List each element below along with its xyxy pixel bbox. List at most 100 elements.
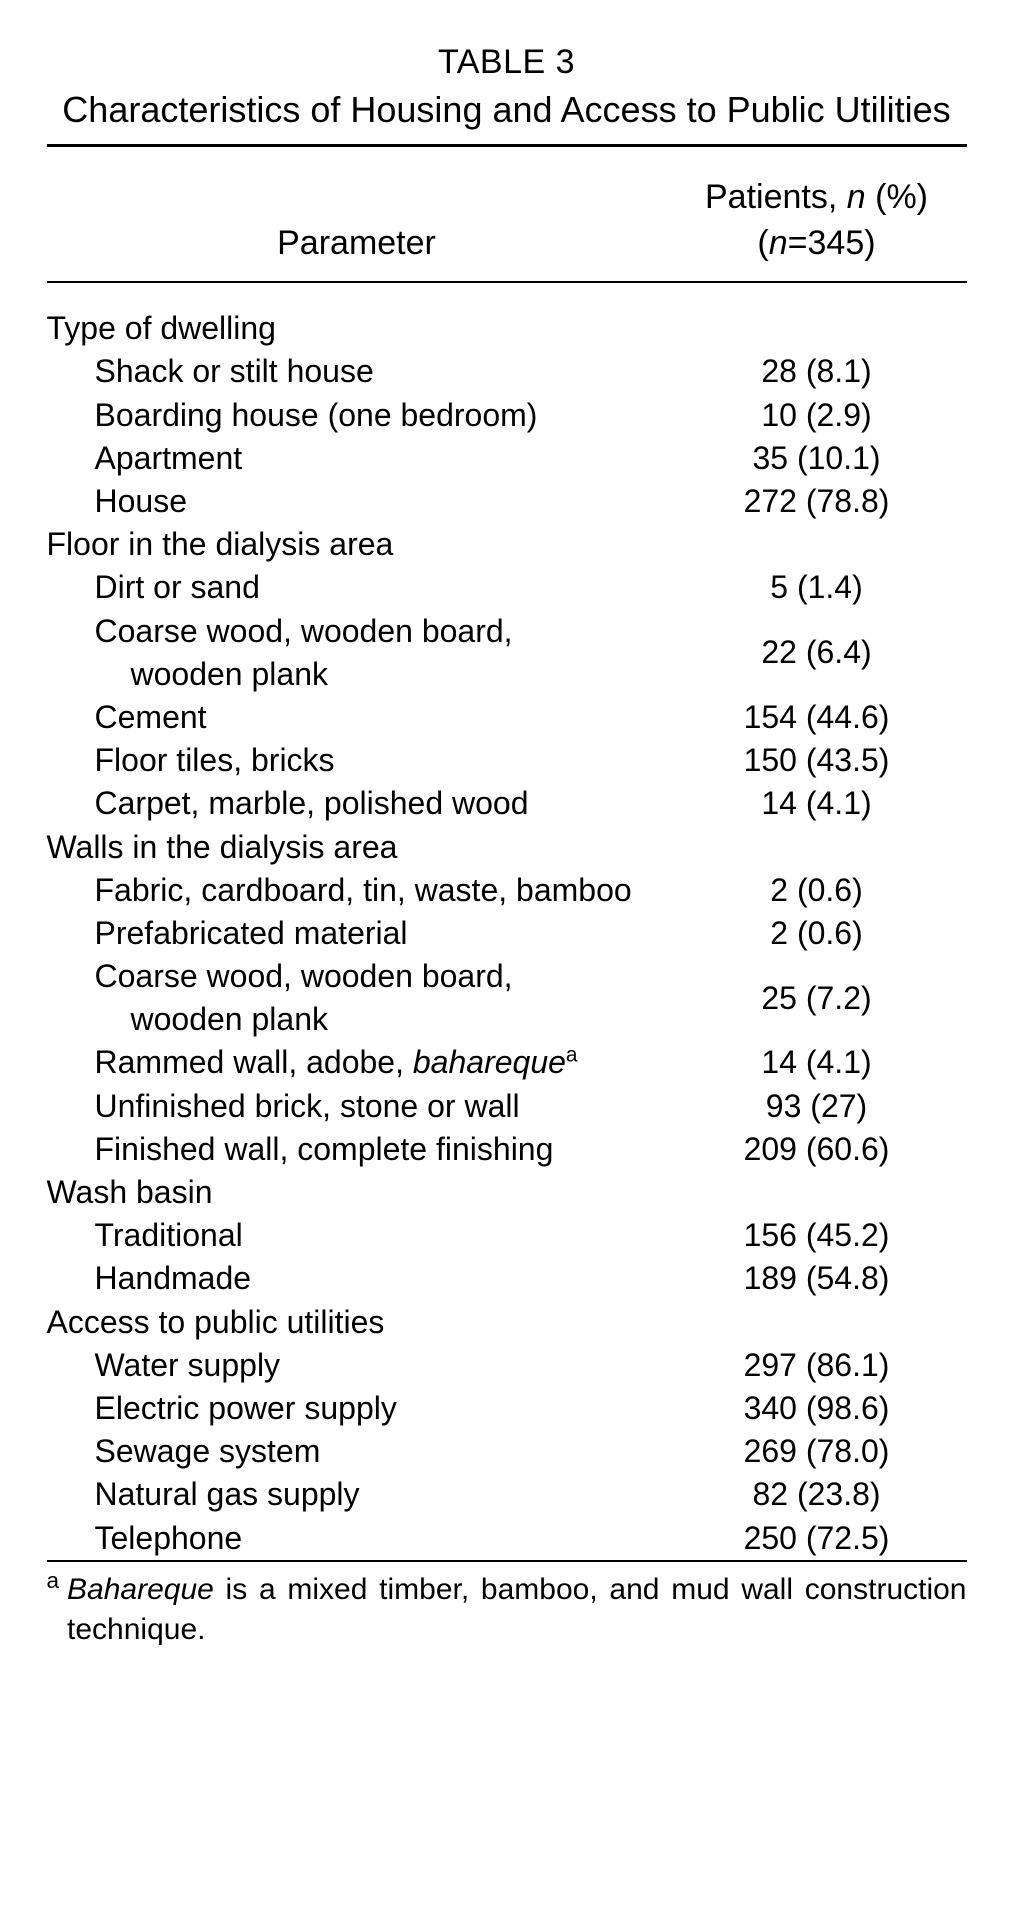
- row-parameter-main: Shack or stilt house: [95, 353, 374, 389]
- row-parameter-main: Prefabricated material: [95, 915, 408, 951]
- column-header-value-line1: Patients, n (%): [667, 175, 967, 221]
- row-parameter-main: Coarse wood, wooden board,: [95, 613, 513, 649]
- row-parameter-main: Coarse wood, wooden board,: [95, 958, 513, 994]
- row-value: 25 (7.2): [667, 977, 967, 1020]
- row-value: 189 (54.8): [667, 1257, 967, 1300]
- row-parameter-main: Finished wall, complete finishing: [95, 1131, 554, 1167]
- section-heading: Access to public utilities: [47, 1301, 667, 1344]
- row-parameter-main: Floor tiles, bricks: [95, 742, 335, 778]
- table-container: TABLE 3 Characteristics of Housing and A…: [47, 40, 967, 1651]
- row-parameter-main: Apartment: [95, 440, 243, 476]
- row-parameter-text: Floor tiles, bricks: [47, 739, 657, 782]
- section-heading: Walls in the dialysis area: [47, 826, 667, 869]
- row-parameter-main: Traditional: [95, 1217, 243, 1253]
- row-parameter-text: Sewage system: [47, 1430, 657, 1473]
- section-heading-row: Wash basin: [47, 1171, 967, 1214]
- row-value: 156 (45.2): [667, 1214, 967, 1257]
- row-parameter-main: Boarding house (one bedroom): [95, 397, 538, 433]
- row-value: 93 (27): [667, 1085, 967, 1128]
- row-parameter-main: Cement: [95, 699, 207, 735]
- row-value: 2 (0.6): [667, 869, 967, 912]
- row-parameter-text: Apartment: [47, 437, 657, 480]
- row-parameter-text: Carpet, marble, polished wood: [47, 782, 657, 825]
- row-parameter: Rammed wall, adobe, baharequea: [47, 1041, 667, 1084]
- section-heading-row: Walls in the dialysis area: [47, 826, 967, 869]
- row-value: 340 (98.6): [667, 1387, 967, 1430]
- row-parameter: Traditional: [47, 1214, 667, 1257]
- table-row: House 272 (78.8): [47, 480, 967, 523]
- row-value: 272 (78.8): [667, 480, 967, 523]
- row-parameter-main: Telephone: [95, 1520, 243, 1556]
- table-number: TABLE 3: [47, 40, 967, 86]
- row-parameter: Dirt or sand: [47, 566, 667, 609]
- row-parameter: Apartment: [47, 437, 667, 480]
- row-parameter-superscript: a: [566, 1044, 578, 1067]
- table-row: Coarse wood, wooden board,wooden plank22…: [47, 610, 967, 696]
- row-parameter-text: Handmade: [47, 1257, 657, 1300]
- row-parameter-text: Electric power supply: [47, 1387, 657, 1430]
- table-row: Shack or stilt house28 (8.1): [47, 350, 967, 393]
- row-parameter-main: Natural gas supply: [95, 1476, 360, 1512]
- row-parameter-text: Unfinished brick, stone or wall: [47, 1085, 657, 1128]
- table-row: Apartment35 (10.1): [47, 437, 967, 480]
- row-parameter-text: Shack or stilt house: [47, 350, 657, 393]
- table-row: Dirt or sand5 (1.4): [47, 566, 967, 609]
- row-parameter-main: House: [95, 483, 188, 519]
- row-parameter-text: Telephone: [47, 1517, 657, 1560]
- row-parameter: Boarding house (one bedroom): [47, 394, 667, 437]
- row-parameter-text: Fabric, cardboard, tin, waste, bamboo: [47, 869, 657, 912]
- row-parameter-text: Cement: [47, 696, 657, 739]
- table-row: Finished wall, complete finishing209 (60…: [47, 1128, 967, 1171]
- column-header-value-line2: (n=345): [667, 221, 967, 267]
- row-parameter: Unfinished brick, stone or wall: [47, 1085, 667, 1128]
- table-row: Fabric, cardboard, tin, waste, bamboo 2 (…: [47, 869, 967, 912]
- row-parameter-text: Rammed wall, adobe, baharequea: [47, 1041, 657, 1084]
- row-parameter-text: Natural gas supply: [47, 1473, 657, 1516]
- column-header-row: Parameter Patients, n (%) (n=345): [47, 147, 967, 281]
- column-header-value: Patients, n (%) (n=345): [667, 175, 967, 267]
- row-parameter: Fabric, cardboard, tin, waste, bamboo: [47, 869, 667, 912]
- row-parameter-italic: bahareque: [413, 1044, 566, 1080]
- row-parameter-text: Dirt or sand: [47, 566, 657, 609]
- row-parameter: Floor tiles, bricks: [47, 739, 667, 782]
- row-parameter-main: Unfinished brick, stone or wall: [95, 1088, 520, 1124]
- footnote-text: Bahareque is a mixed timber, bamboo, and…: [67, 1570, 966, 1651]
- row-value: 14 (4.1): [667, 782, 967, 825]
- row-parameter-text: Water supply: [47, 1344, 657, 1387]
- table-row: Traditional 156 (45.2): [47, 1214, 967, 1257]
- row-value: 82 (23.8): [667, 1473, 967, 1516]
- paren-open: (: [757, 224, 768, 262]
- row-parameter-main: Sewage system: [95, 1433, 321, 1469]
- table-row: Sewage system 269 (78.0): [47, 1430, 967, 1473]
- row-parameter: Shack or stilt house: [47, 350, 667, 393]
- row-parameter-continuation: wooden plank: [47, 998, 657, 1041]
- row-parameter-text: Boarding house (one bedroom): [47, 394, 657, 437]
- row-parameter: Telephone: [47, 1517, 667, 1560]
- row-value: 2 (0.6): [667, 912, 967, 955]
- row-parameter-continuation: wooden plank: [47, 653, 657, 696]
- n-var: n: [769, 224, 788, 262]
- row-parameter-main: Electric power supply: [95, 1390, 397, 1426]
- table-row: Electric power supply 340 (98.6): [47, 1387, 967, 1430]
- table-row: Water supply297 (86.1): [47, 1344, 967, 1387]
- row-parameter-main: Handmade: [95, 1260, 252, 1296]
- table-row: Coarse wood, wooden board, wooden plank25…: [47, 955, 967, 1041]
- n-count: =345): [788, 224, 876, 262]
- row-value: 269 (78.0): [667, 1430, 967, 1473]
- row-parameter-text: Traditional: [47, 1214, 657, 1257]
- row-parameter-text: Finished wall, complete finishing: [47, 1128, 657, 1171]
- table-row: Unfinished brick, stone or wall 93 (27): [47, 1085, 967, 1128]
- table-row: Rammed wall, adobe, baharequea14 (4.1): [47, 1041, 967, 1084]
- row-parameter-text: House: [47, 480, 657, 523]
- footnote: a Bahareque is a mixed timber, bamboo, a…: [47, 1562, 967, 1651]
- row-parameter-text: Coarse wood, wooden board,: [47, 610, 657, 653]
- row-parameter-main: Fabric, cardboard, tin, waste, bamboo: [95, 872, 632, 908]
- row-value: 150 (43.5): [667, 739, 967, 782]
- row-parameter: Handmade: [47, 1257, 667, 1300]
- row-parameter-text: Coarse wood, wooden board,: [47, 955, 657, 998]
- section-heading-row: Access to public utilities: [47, 1301, 967, 1344]
- row-parameter: Carpet, marble, polished wood: [47, 782, 667, 825]
- row-value: 297 (86.1): [667, 1344, 967, 1387]
- table-row: Boarding house (one bedroom)10 (2.9): [47, 394, 967, 437]
- row-value: 250 (72.5): [667, 1517, 967, 1560]
